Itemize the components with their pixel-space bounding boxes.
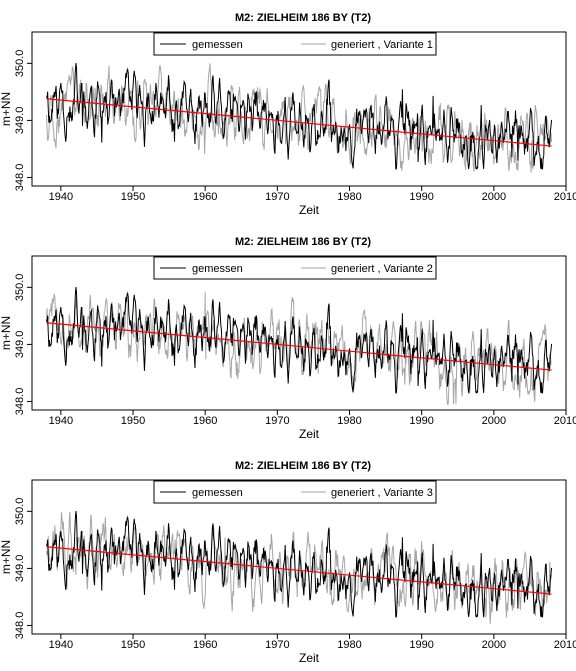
y-tick-label: 350.0 <box>14 50 26 78</box>
x-tick-label: 1970 <box>265 415 289 427</box>
legend: gemessen generiert , Variante 3 <box>153 480 437 504</box>
x-tick-label: 1980 <box>337 415 361 427</box>
trend-line <box>46 546 552 595</box>
y-tick-label: 349.0 <box>14 331 26 359</box>
x-tick-label: 1990 <box>409 191 433 203</box>
y-tick-label: 350.0 <box>14 498 26 526</box>
chart-panel-2: M2: ZIELHEIM 186 BY (T2) 1940 1950 1960 1970… <box>0 236 576 441</box>
legend-label-gemessen: gemessen <box>192 487 243 499</box>
x-tick-label: 1980 <box>337 639 361 651</box>
x-axis-label: Zeit <box>299 651 320 665</box>
y-axis-label: m+NN <box>0 540 13 574</box>
trend-line <box>46 322 552 371</box>
y-axis-label: m+NN <box>0 316 13 350</box>
x-tick-label: 1940 <box>49 191 73 203</box>
x-tick-label: 2010 <box>554 415 576 427</box>
x-tick-label: 1950 <box>121 191 145 203</box>
y-tick-label: 349.0 <box>14 107 26 135</box>
series-line-gemessen <box>45 286 553 394</box>
x-tick-label: 1960 <box>193 415 217 427</box>
plot-frame <box>31 31 567 187</box>
y-axis-label: m+NN <box>0 92 13 126</box>
x-tick-label: 1980 <box>337 191 361 203</box>
legend-label-gemessen: gemessen <box>192 39 243 51</box>
chart-title: M2: ZIELHEIM 186 BY (T2) <box>235 460 371 472</box>
chart-title: M2: ZIELHEIM 186 BY (T2) <box>235 12 371 24</box>
x-tick-label: 2010 <box>554 191 576 203</box>
x-axis-label: Zeit <box>299 203 320 217</box>
chart-panel-1: M2: ZIELHEIM 186 BY (T2) 1940 1950 1960 1970… <box>0 12 576 217</box>
plot-area <box>45 62 553 173</box>
plot-area <box>45 286 553 405</box>
trend-line <box>46 98 552 147</box>
x-axis-label: Zeit <box>299 427 320 441</box>
x-tick-label: 1960 <box>193 639 217 651</box>
y-tick-label: 350.0 <box>14 274 26 302</box>
x-tick-label: 1950 <box>121 639 145 651</box>
x-tick-label: 1940 <box>49 415 73 427</box>
legend: gemessen generiert , Variante 1 <box>153 32 437 56</box>
x-tick-label: 2000 <box>482 191 506 203</box>
plot-area <box>45 510 553 624</box>
y-tick-label: 348.0 <box>14 388 26 416</box>
legend-label-generiert: generiert , Variante 3 <box>331 487 433 499</box>
x-tick-label: 2010 <box>554 639 576 651</box>
x-tick-label: 1960 <box>193 191 217 203</box>
x-tick-label: 2000 <box>482 639 506 651</box>
x-tick-label: 1970 <box>265 191 289 203</box>
x-tick-label: 1990 <box>409 639 433 651</box>
x-tick-label: 1970 <box>265 639 289 651</box>
plot-frame <box>31 255 567 411</box>
chart-panel-3: M2: ZIELHEIM 186 BY (T2) 1940 1950 1960 1970… <box>0 460 576 665</box>
y-tick-label: 349.0 <box>14 555 26 583</box>
plot-frame <box>31 479 567 635</box>
x-tick-label: 1950 <box>121 415 145 427</box>
legend-label-generiert: generiert , Variante 2 <box>331 263 433 275</box>
legend: gemessen generiert , Variante 2 <box>153 256 437 280</box>
x-tick-label: 2000 <box>482 415 506 427</box>
x-tick-label: 1940 <box>49 639 73 651</box>
x-tick-label: 1990 <box>409 415 433 427</box>
series-line-gemessen <box>45 62 553 170</box>
y-tick-label: 348.0 <box>14 164 26 192</box>
legend-box <box>153 480 437 504</box>
series-line-gemessen <box>45 510 553 618</box>
chart-title: M2: ZIELHEIM 186 BY (T2) <box>235 236 371 248</box>
legend-label-generiert: generiert , Variante 1 <box>331 39 433 51</box>
y-tick-label: 348.0 <box>14 612 26 640</box>
legend-label-gemessen: gemessen <box>192 263 243 275</box>
legend-box <box>153 256 437 280</box>
legend-box <box>153 32 437 56</box>
